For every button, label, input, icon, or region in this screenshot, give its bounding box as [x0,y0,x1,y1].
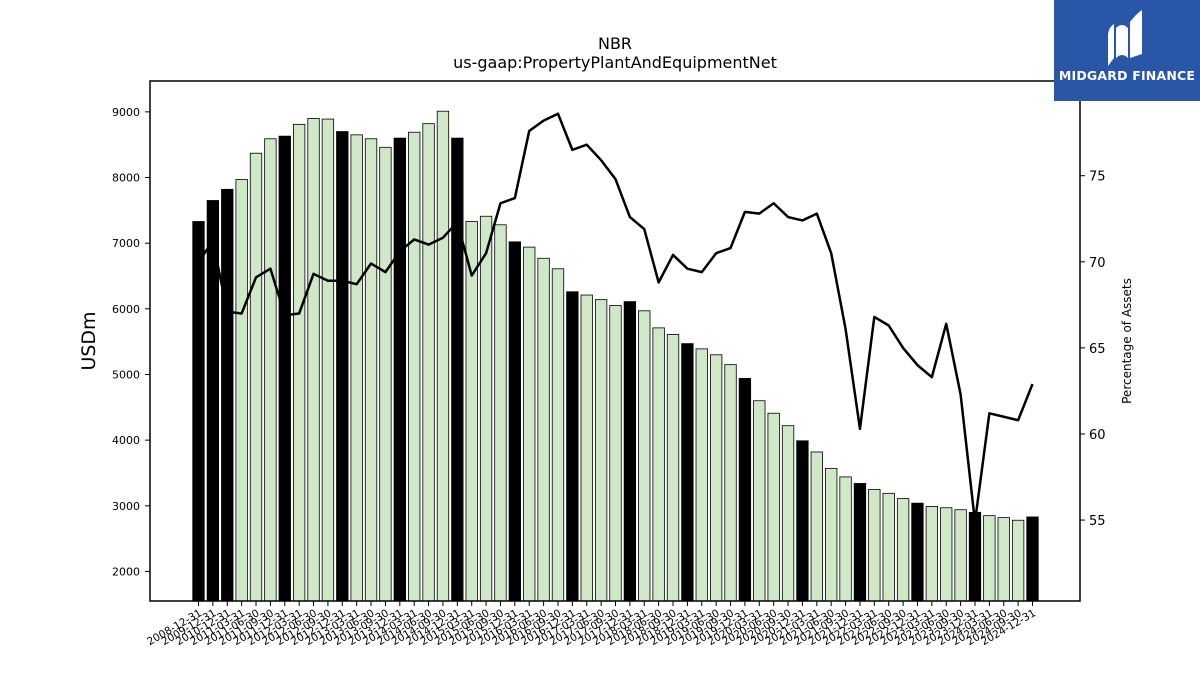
bar [911,502,924,602]
bar [997,517,1010,602]
bar [350,134,363,602]
bar [724,364,737,602]
bar [839,476,852,602]
bar [336,131,349,602]
y-tick-label: 8000 [112,172,140,185]
bar [292,123,306,602]
bar [451,137,464,602]
bar [796,440,809,602]
bar [494,224,507,602]
watermark-logo: MIDGARD FINANCE [1054,0,1200,101]
bar [781,425,795,602]
bar [666,334,680,602]
watermark-text: MIDGARD FINANCE [1058,68,1196,83]
bar [235,179,248,602]
percentage-line [197,112,1034,524]
bar [968,511,982,602]
y2-axis: 55 60 65 70 75 [1080,170,1106,529]
bar [465,221,478,602]
bar [868,488,881,602]
line-layer [197,112,1034,524]
y-tick-label: 7000 [112,237,140,250]
y2-tick-label: 55 [1089,514,1106,529]
bar [925,506,938,602]
y-axis-label: USDm [78,311,100,370]
y-axis: 2000 3000 4000 5000 6000 7000 8000 9000 [112,106,150,578]
bar [896,498,910,602]
bar [278,135,291,602]
bar [738,378,752,602]
midgard-logo-icon [1108,10,1142,66]
bar [379,146,392,602]
bar [523,246,536,602]
bar [436,110,450,602]
bar [954,509,967,602]
bar [681,343,694,602]
bars-layer [192,110,1039,602]
bar [307,118,320,602]
bar [249,152,263,602]
bar [710,354,723,602]
bar [479,215,493,602]
bar [566,291,579,602]
bar [1026,516,1039,602]
bar [422,123,435,602]
bar [508,241,521,602]
y-tick-label: 4000 [112,434,140,447]
y2-tick-label: 70 [1089,256,1106,271]
bar [638,310,651,602]
bar [767,412,780,602]
y-tick-label: 3000 [112,500,140,513]
x-axis: 2008-12-312009-12-312010-12-312011-03-31… [145,601,1038,648]
bar [594,299,608,602]
bar [192,221,205,602]
bar [853,483,867,602]
bar [623,301,637,602]
bar [580,294,593,602]
bar [408,131,421,602]
bar [364,138,378,602]
bar [537,257,550,602]
bar [1011,519,1025,602]
bar [882,492,895,602]
chart-subtitle: us-gaap:PropertyPlantAndEquipmentNet [453,53,777,72]
bar [393,137,406,602]
y2-axis-label: Percentage of Assets [1120,278,1134,404]
bar [551,268,565,602]
bar [810,451,823,602]
bar [609,305,622,602]
y2-tick-label: 75 [1089,170,1106,185]
bar [983,515,996,602]
y-tick-label: 6000 [112,303,140,316]
y-tick-label: 2000 [112,565,140,578]
y-tick-label: 9000 [112,106,140,119]
bar [652,327,665,602]
bar [321,118,335,602]
y-tick-label: 5000 [112,368,140,381]
y2-tick-label: 60 [1089,428,1106,443]
bar [221,188,234,602]
bar [264,138,277,602]
chart-title: NBR [598,34,632,53]
bar [940,507,953,602]
bar [695,348,708,602]
bar [753,400,766,602]
y2-tick-label: 65 [1089,342,1106,357]
bar [825,467,838,602]
